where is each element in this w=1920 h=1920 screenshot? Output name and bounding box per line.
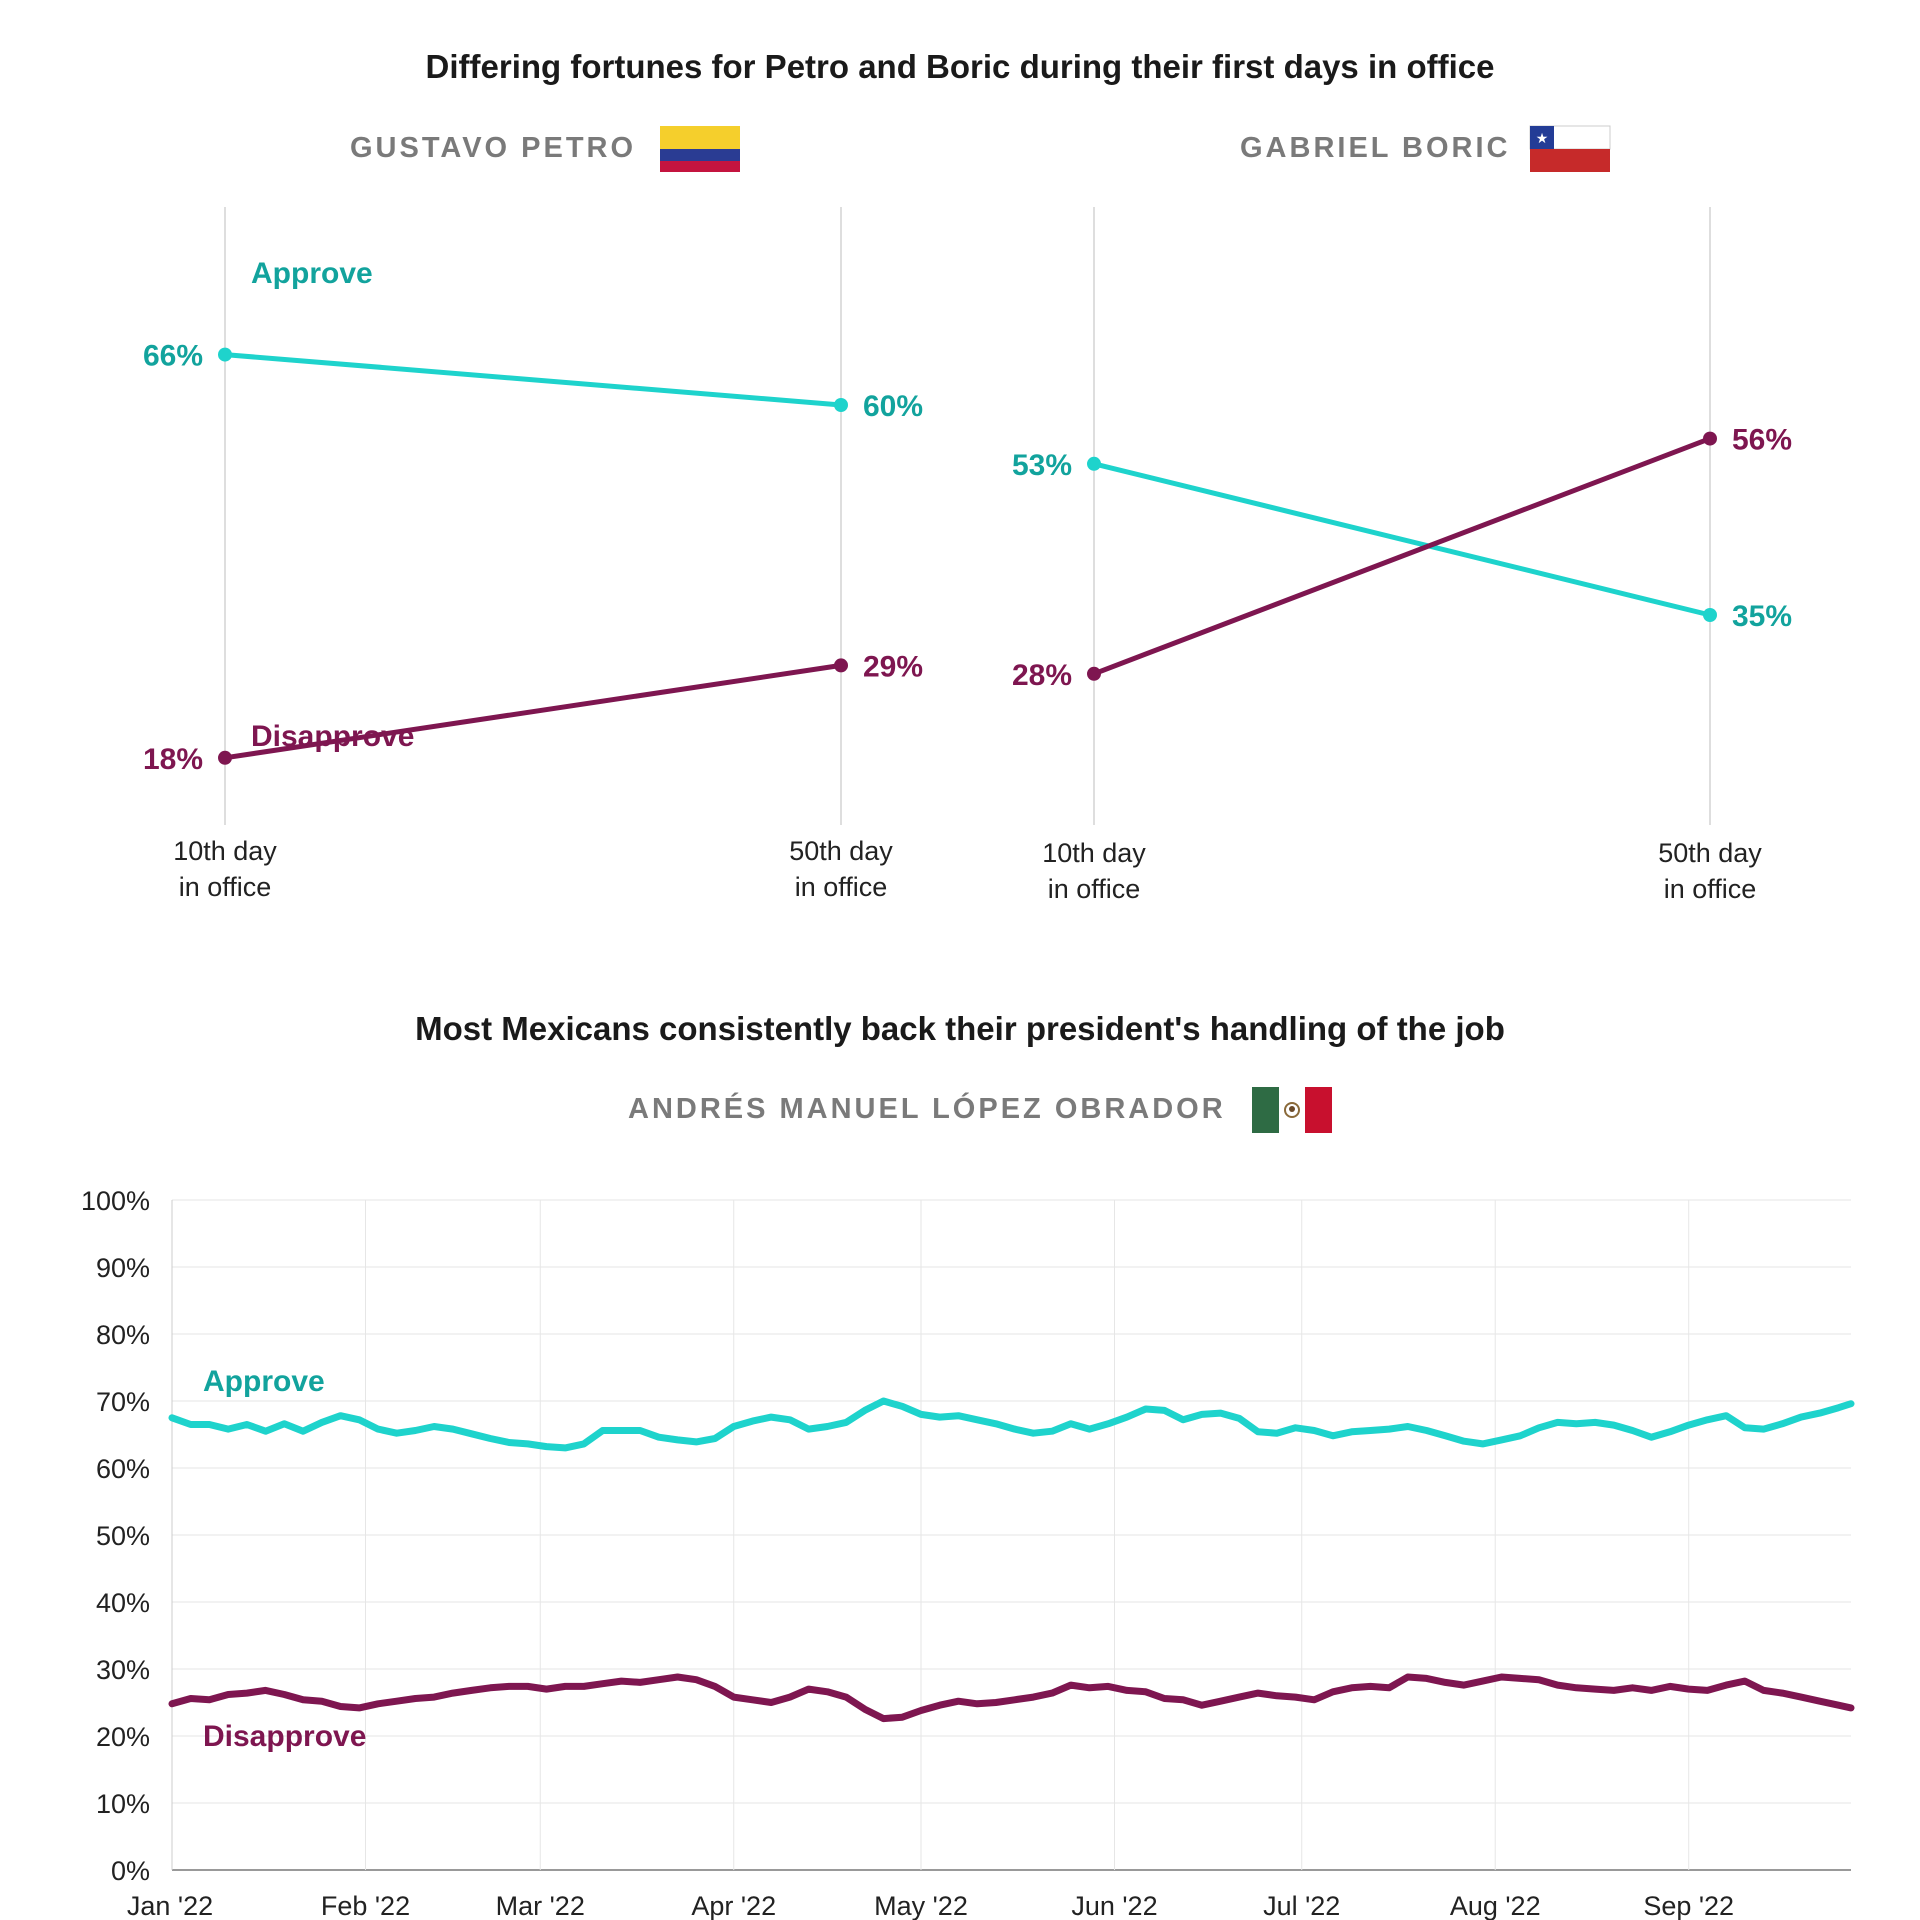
approve-series-label: Approve	[203, 1365, 325, 1398]
y-tick-label: 20%	[96, 1722, 150, 1752]
chile-flag: ★	[1529, 125, 1611, 172]
y-tick-label: 40%	[96, 1588, 150, 1618]
x-tick-label: Jan '22	[127, 1891, 213, 1920]
disapprove-series-label: Disapprove	[203, 1720, 366, 1753]
disapprove-point	[1703, 431, 1717, 446]
disapprove-point	[834, 658, 848, 673]
y-tick-label: 30%	[96, 1655, 150, 1685]
svg-text:★: ★	[1536, 131, 1549, 147]
y-tick-label: 10%	[96, 1789, 150, 1819]
category-label: in office	[1048, 874, 1141, 904]
disapprove-line	[222, 662, 844, 761]
petro-leader-label: GUSTAVO PETRO	[350, 132, 637, 164]
category-label: 10th day	[173, 836, 277, 866]
y-tick-label: 60%	[96, 1454, 150, 1484]
x-tick-label: Apr '22	[691, 1891, 776, 1920]
approve-line	[222, 352, 844, 408]
bottom-chart-title: Most Mexicans consistently back their pr…	[415, 1010, 1505, 1047]
top-chart-title: Differing fortunes for Petro and Boric d…	[425, 48, 1495, 85]
approve-value-label: 60%	[863, 390, 923, 423]
x-tick-label: May '22	[874, 1891, 968, 1920]
mexico-flag	[1252, 1087, 1332, 1133]
y-tick-label: 90%	[96, 1253, 150, 1283]
approve-line	[1091, 461, 1713, 618]
approve-point	[1703, 608, 1717, 622]
y-tick-label: 0%	[111, 1856, 150, 1886]
approve-point	[834, 398, 848, 412]
x-tick-label: Jun '22	[1071, 1891, 1157, 1920]
x-tick-label: Jul '22	[1263, 1891, 1340, 1920]
y-tick-label: 70%	[96, 1387, 150, 1417]
x-tick-label: Mar '22	[496, 1891, 585, 1920]
approve-series-line	[168, 1397, 1855, 1452]
x-tick-label: Aug '22	[1450, 1891, 1541, 1920]
approve-value-label: 66%	[143, 340, 203, 373]
approve-series-label: Approve	[251, 257, 373, 290]
category-label: 50th day	[1658, 838, 1762, 868]
category-label: 10th day	[1042, 838, 1146, 868]
disapprove-series-label: Disapprove	[251, 720, 414, 753]
y-tick-label: 100%	[81, 1186, 150, 1216]
disapprove-value-label: 28%	[1012, 659, 1072, 692]
approve-point	[218, 347, 232, 362]
approve-value-label: 53%	[1012, 449, 1072, 482]
amlo-leader-label: ANDRÉS MANUEL LÓPEZ OBRADOR	[628, 1093, 1226, 1125]
disapprove-value-label: 29%	[863, 650, 923, 683]
approve-value-label: 35%	[1732, 600, 1792, 633]
x-tick-label: Feb '22	[321, 1891, 410, 1920]
disapprove-point	[1087, 666, 1101, 681]
category-label: 50th day	[789, 836, 893, 866]
y-tick-label: 80%	[96, 1320, 150, 1350]
approve-point	[1087, 456, 1101, 471]
y-tick-label: 50%	[96, 1521, 150, 1551]
disapprove-point	[218, 750, 232, 765]
disapprove-value-label: 18%	[143, 743, 203, 776]
category-label: in office	[1664, 874, 1757, 904]
colombia-flag	[660, 126, 740, 172]
disapprove-value-label: 56%	[1732, 424, 1792, 457]
disapprove-series-line	[168, 1673, 1855, 1723]
x-tick-label: Sep '22	[1643, 1891, 1734, 1920]
boric-leader-label: GABRIEL BORIC	[1240, 132, 1511, 164]
disapprove-line	[1091, 436, 1713, 677]
category-label: in office	[179, 872, 272, 902]
category-label: in office	[795, 872, 888, 902]
